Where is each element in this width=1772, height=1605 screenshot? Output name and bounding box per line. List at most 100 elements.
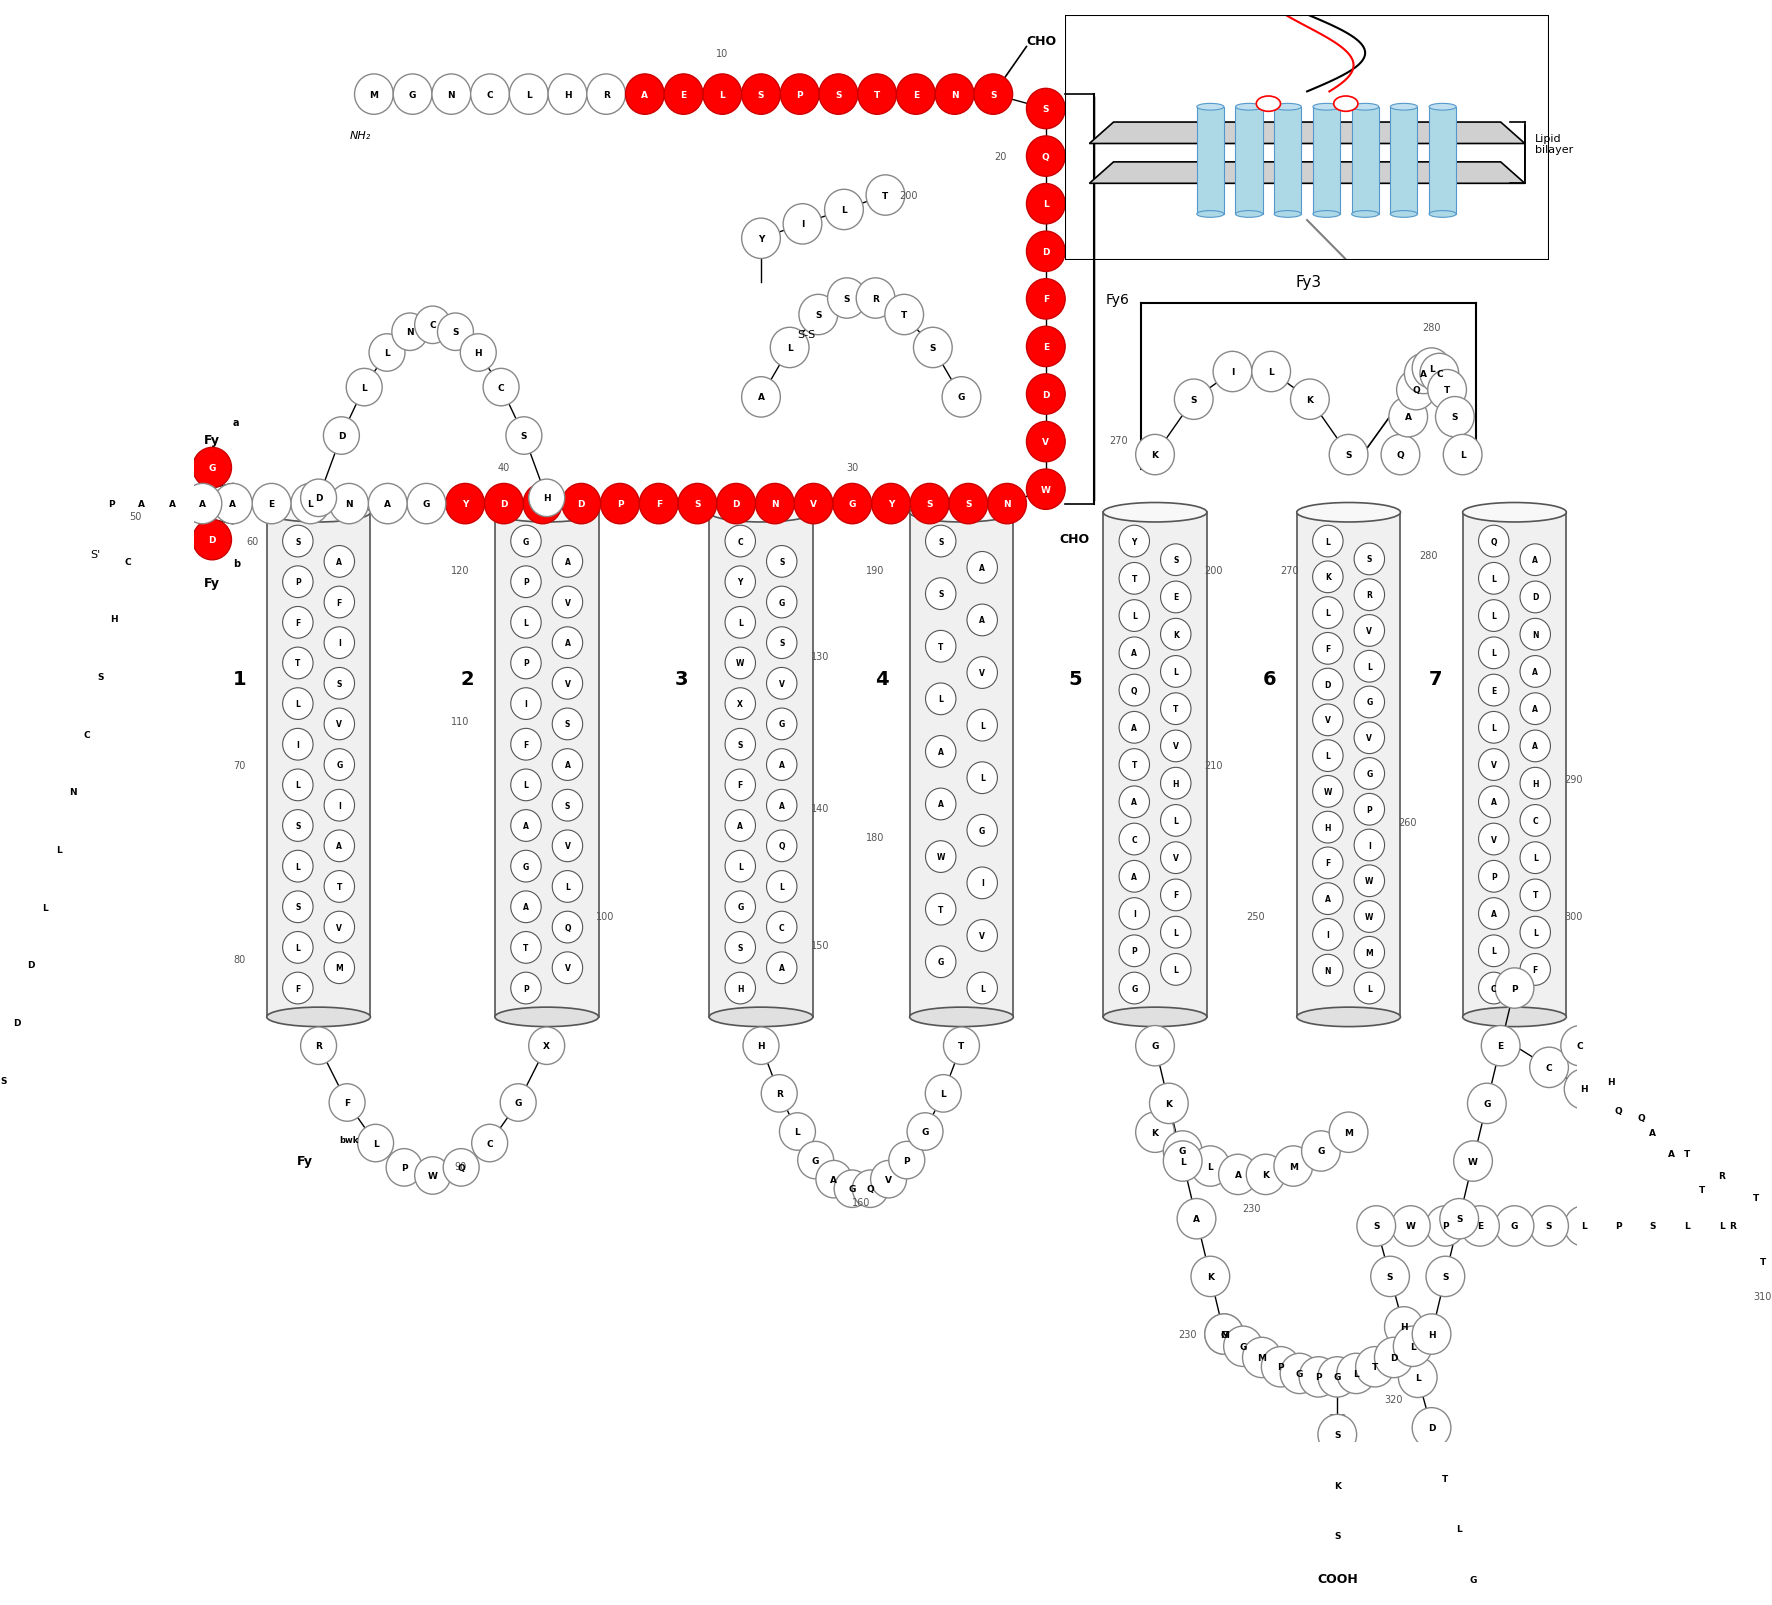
Circle shape bbox=[1389, 398, 1428, 438]
Text: A: A bbox=[1421, 369, 1426, 379]
Text: C: C bbox=[487, 90, 493, 100]
Text: T: T bbox=[296, 660, 301, 668]
Text: D: D bbox=[578, 499, 585, 509]
Text: F: F bbox=[737, 782, 742, 790]
Circle shape bbox=[324, 709, 354, 740]
Circle shape bbox=[1354, 758, 1384, 790]
Circle shape bbox=[950, 485, 987, 525]
Text: S-S: S-S bbox=[797, 331, 815, 340]
Bar bbox=[909, 514, 1014, 1018]
Circle shape bbox=[1520, 581, 1550, 613]
Circle shape bbox=[1161, 656, 1191, 689]
Text: A: A bbox=[1193, 1215, 1200, 1223]
Circle shape bbox=[925, 684, 955, 716]
Circle shape bbox=[528, 1027, 565, 1064]
Text: Fy: Fy bbox=[204, 576, 220, 589]
Text: 100: 100 bbox=[597, 912, 615, 921]
Circle shape bbox=[415, 1157, 450, 1194]
Circle shape bbox=[1412, 348, 1451, 388]
Text: L: L bbox=[980, 774, 985, 783]
Text: C: C bbox=[83, 730, 90, 740]
Text: 60: 60 bbox=[246, 536, 259, 547]
Text: T: T bbox=[1753, 1193, 1760, 1202]
Text: S: S bbox=[1545, 1221, 1552, 1231]
Text: G: G bbox=[1317, 1148, 1325, 1156]
Circle shape bbox=[213, 485, 252, 525]
Circle shape bbox=[1175, 380, 1214, 421]
Text: K: K bbox=[1306, 395, 1313, 404]
Text: COOH: COOH bbox=[1317, 1571, 1357, 1584]
Circle shape bbox=[1161, 693, 1191, 725]
Text: P: P bbox=[1278, 1363, 1285, 1371]
Text: T: T bbox=[1372, 1363, 1379, 1371]
Text: Q: Q bbox=[1396, 451, 1405, 459]
Circle shape bbox=[1354, 794, 1384, 825]
Circle shape bbox=[1164, 1141, 1201, 1181]
Text: T: T bbox=[1533, 891, 1538, 900]
Text: F: F bbox=[1325, 645, 1331, 653]
Circle shape bbox=[1026, 470, 1065, 510]
Circle shape bbox=[833, 485, 872, 525]
Text: R: R bbox=[315, 1042, 323, 1051]
Text: K: K bbox=[1325, 573, 1331, 583]
Circle shape bbox=[936, 75, 975, 116]
Text: S: S bbox=[1457, 1215, 1462, 1223]
Text: N: N bbox=[771, 499, 778, 509]
Circle shape bbox=[108, 542, 147, 583]
Text: P: P bbox=[1490, 872, 1497, 881]
Circle shape bbox=[1026, 279, 1065, 319]
Text: T: T bbox=[902, 311, 907, 319]
Circle shape bbox=[553, 790, 583, 822]
Circle shape bbox=[1405, 355, 1442, 395]
Text: A: A bbox=[1405, 412, 1412, 422]
Text: W: W bbox=[1364, 876, 1373, 886]
Circle shape bbox=[1224, 1326, 1262, 1366]
Circle shape bbox=[1120, 674, 1150, 706]
Text: 330: 330 bbox=[1327, 1412, 1347, 1424]
Circle shape bbox=[794, 485, 833, 525]
Circle shape bbox=[553, 587, 583, 618]
Text: Fy: Fy bbox=[204, 433, 220, 446]
Text: V: V bbox=[1173, 742, 1178, 751]
Circle shape bbox=[725, 891, 755, 923]
Circle shape bbox=[968, 815, 998, 846]
Circle shape bbox=[324, 952, 354, 984]
Circle shape bbox=[510, 567, 540, 599]
Circle shape bbox=[1565, 1069, 1604, 1109]
Circle shape bbox=[82, 656, 119, 697]
Circle shape bbox=[1026, 422, 1065, 462]
Circle shape bbox=[884, 295, 923, 335]
Text: 230: 230 bbox=[1242, 1204, 1262, 1213]
Text: V: V bbox=[1490, 835, 1497, 844]
Circle shape bbox=[1120, 860, 1150, 892]
Text: I: I bbox=[1132, 910, 1136, 918]
Text: K: K bbox=[1262, 1170, 1269, 1180]
Circle shape bbox=[1313, 705, 1343, 737]
Circle shape bbox=[1026, 136, 1065, 177]
Circle shape bbox=[1120, 637, 1150, 669]
Circle shape bbox=[284, 891, 314, 923]
Text: 7: 7 bbox=[1428, 669, 1442, 689]
Text: L: L bbox=[1366, 984, 1372, 993]
Circle shape bbox=[914, 327, 952, 369]
Text: A: A bbox=[1490, 798, 1497, 807]
Circle shape bbox=[122, 485, 161, 525]
Circle shape bbox=[1313, 920, 1343, 950]
Text: A: A bbox=[337, 841, 342, 851]
Circle shape bbox=[725, 567, 755, 599]
Circle shape bbox=[1714, 1205, 1751, 1247]
Ellipse shape bbox=[494, 504, 599, 523]
Text: D: D bbox=[1042, 247, 1049, 257]
Circle shape bbox=[553, 830, 583, 862]
Text: A: A bbox=[937, 748, 944, 756]
Text: Y: Y bbox=[1132, 538, 1138, 546]
Circle shape bbox=[907, 1114, 943, 1151]
Text: T: T bbox=[1760, 1258, 1765, 1266]
Circle shape bbox=[1453, 1141, 1492, 1181]
Text: 200: 200 bbox=[898, 191, 918, 201]
Text: K: K bbox=[1173, 631, 1178, 639]
Circle shape bbox=[1251, 351, 1290, 393]
Ellipse shape bbox=[494, 1008, 599, 1027]
Ellipse shape bbox=[268, 1008, 370, 1027]
Circle shape bbox=[324, 546, 354, 578]
